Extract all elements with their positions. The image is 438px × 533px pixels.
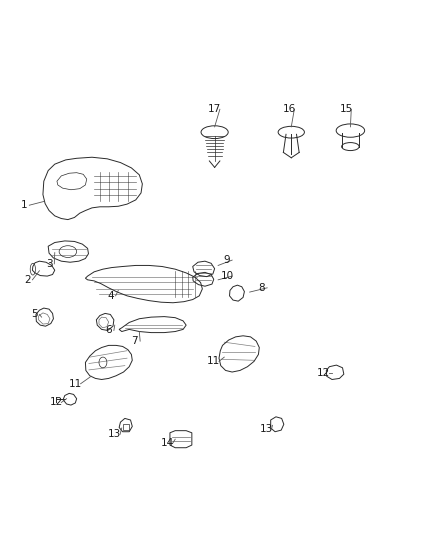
Text: 11: 11 (69, 379, 82, 389)
Text: 9: 9 (223, 255, 230, 265)
Text: 12: 12 (49, 398, 63, 407)
Text: 7: 7 (131, 336, 138, 346)
Text: 11: 11 (207, 357, 220, 366)
Text: 16: 16 (283, 104, 296, 114)
Text: 13: 13 (260, 424, 273, 434)
Text: 15: 15 (339, 104, 353, 114)
Text: 17: 17 (208, 104, 221, 114)
Text: 10: 10 (220, 271, 233, 281)
Text: 14: 14 (161, 439, 174, 448)
Text: 3: 3 (46, 259, 53, 269)
Text: 6: 6 (105, 326, 112, 335)
Text: 5: 5 (31, 310, 38, 319)
Text: 1: 1 (21, 200, 28, 210)
Text: 12: 12 (317, 368, 330, 378)
Text: 4: 4 (107, 291, 114, 301)
Text: 2: 2 (24, 275, 31, 285)
Text: 8: 8 (258, 283, 265, 293)
Text: 13: 13 (108, 430, 121, 439)
